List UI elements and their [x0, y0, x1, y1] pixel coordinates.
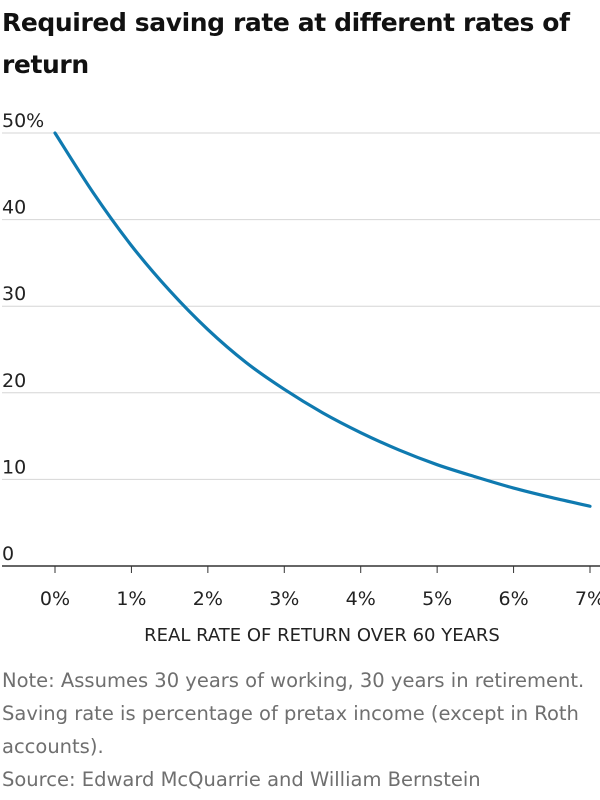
chart-source: Source: Edward McQuarrie and William Ber… — [2, 768, 481, 791]
series-line — [53, 131, 592, 508]
x-tick-label: 3% — [269, 588, 299, 610]
data-point — [206, 328, 210, 331]
data-point — [397, 448, 401, 452]
data-point — [92, 191, 95, 194]
x-axis-label: REAL RATE OF RETURN OVER 60 YEARS — [144, 625, 500, 646]
chart-plot: 50% 40 30 20 10 0 0% 1% 2% 3% 4% 5% 6% 7% REAL RATE … — [2, 110, 600, 646]
data-point — [550, 496, 553, 499]
y-tick-label: 30 — [2, 283, 26, 305]
y-tick-label: 40 — [2, 197, 26, 219]
x-tick-label: 6% — [498, 588, 528, 610]
x-tick-label: 5% — [422, 588, 452, 610]
data-point — [512, 486, 515, 490]
y-tick-label: 0 — [2, 543, 14, 565]
data-point — [474, 475, 477, 479]
x-tick-label: 2% — [193, 588, 223, 610]
x-tick-label: 7% — [575, 588, 600, 610]
data-point — [435, 463, 439, 466]
chart-title: Required saving rate at different rates … — [2, 8, 570, 79]
y-tick-label: 20 — [2, 370, 26, 392]
data-point — [244, 361, 248, 364]
y-axis-ticks: 50% 40 30 20 10 0 — [2, 110, 44, 565]
x-tick-label: 0% — [40, 588, 70, 610]
y-tick-label: 50% — [2, 110, 44, 132]
chart-footer: Note: Assumes 30 years of working, 30 ye… — [2, 664, 598, 796]
series-layer — [53, 131, 592, 508]
data-point — [359, 431, 362, 434]
data-point — [53, 131, 57, 135]
x-tick-label: 4% — [346, 588, 376, 610]
chart-note: Note: Assumes 30 years of working, 30 ye… — [2, 669, 585, 758]
data-point — [283, 388, 286, 391]
data-point — [588, 505, 592, 508]
y-tick-label: 10 — [2, 456, 26, 478]
data-point — [130, 244, 133, 247]
x-axis-ticks: 0% 1% 2% 3% 4% 5% 6% 7% — [40, 566, 600, 610]
data-point — [168, 289, 171, 292]
gridlines — [2, 132, 600, 567]
x-tick-label: 1% — [116, 588, 146, 610]
data-point — [321, 411, 324, 414]
